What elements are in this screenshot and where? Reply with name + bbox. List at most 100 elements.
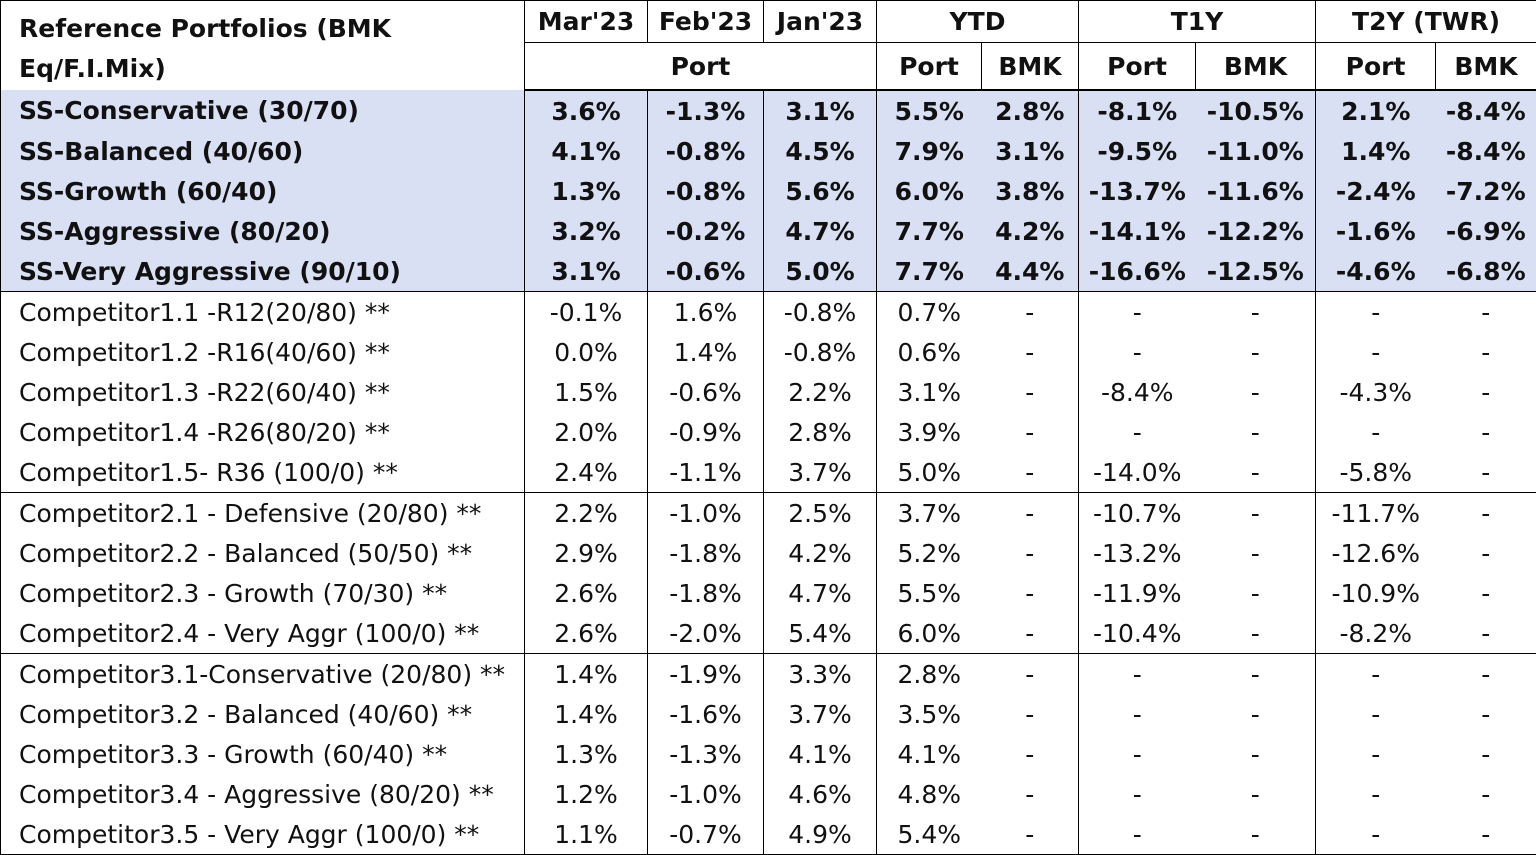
value-cell: 4.6% [764,774,877,814]
value-cell: 3.6% [525,90,648,131]
value-cell: 2.9% [525,533,648,573]
value-cell: - [1196,573,1316,613]
value-cell: 4.8% [877,774,982,814]
header-t1y-bmk: BMK [1196,43,1316,91]
value-cell: - [1196,694,1316,734]
value-cell: 1.3% [525,734,648,774]
value-cell: -8.4% [1079,372,1196,412]
value-cell: - [982,412,1079,452]
value-cell: - [1196,814,1316,855]
value-cell: -4.6% [1316,251,1436,292]
value-cell: 1.4% [1316,131,1436,171]
value-cell: - [982,452,1079,493]
value-cell: - [1436,372,1536,412]
portfolio-name: Competitor1.2 -R16(40/60) ** [1,332,525,372]
value-cell: 4.7% [764,573,877,613]
portfolio-name: SS-Balanced (40/60) [1,131,525,171]
value-cell: - [1079,332,1196,372]
value-cell: - [1079,292,1196,333]
value-cell: -4.3% [1316,372,1436,412]
value-cell: -1.1% [648,452,764,493]
value-cell: - [1316,694,1436,734]
value-cell: - [1436,493,1536,534]
portfolio-name: Competitor2.4 - Very Aggr (100/0) ** [1,613,525,654]
value-cell: - [1436,734,1536,774]
table-row: Competitor2.3 - Growth (70/30) ** 2.6% -… [1,573,1536,613]
portfolio-name: Competitor2.3 - Growth (70/30) ** [1,573,525,613]
value-cell: -1.3% [648,734,764,774]
table-row: Competitor1.4 -R26(80/20) ** 2.0% -0.9% … [1,412,1536,452]
value-cell: - [982,694,1079,734]
portfolio-name: SS-Very Aggressive (90/10) [1,251,525,292]
value-cell: - [982,573,1079,613]
value-cell: -11.6% [1196,171,1316,211]
value-cell: -1.3% [648,90,764,131]
header-t2y-port: Port [1316,43,1436,91]
header-t2y-bmk: BMK [1436,43,1536,91]
value-cell: 7.7% [877,251,982,292]
value-cell: -16.6% [1079,251,1196,292]
value-cell: 6.0% [877,613,982,654]
value-cell: - [982,814,1079,855]
portfolio-name: Competitor3.3 - Growth (60/40) ** [1,734,525,774]
table-row: Competitor3.4 - Aggressive (80/20) ** 1.… [1,774,1536,814]
table-row: SS-Aggressive (80/20) 3.2% -0.2% 4.7% 7.… [1,211,1536,251]
value-cell: 5.2% [877,533,982,573]
value-cell: - [1196,332,1316,372]
table-title: Reference Portfolios (BMK Eq/F.I.Mix) [1,1,525,91]
table-row: Competitor3.1-Conservative (20/80) ** 1.… [1,654,1536,695]
portfolio-name: Competitor3.1-Conservative (20/80) ** [1,654,525,695]
portfolio-name: Competitor1.3 -R22(60/40) ** [1,372,525,412]
value-cell: - [982,372,1079,412]
table-row: Competitor2.1 - Defensive (20/80) ** 2.2… [1,493,1536,534]
value-cell: -13.2% [1079,533,1196,573]
value-cell: 3.9% [877,412,982,452]
value-cell: - [1196,372,1316,412]
value-cell: - [1079,412,1196,452]
value-cell: - [1316,734,1436,774]
value-cell: 5.5% [877,90,982,131]
value-cell: -8.4% [1436,90,1536,131]
value-cell: 2.4% [525,452,648,493]
value-cell: 0.7% [877,292,982,333]
value-cell: - [982,654,1079,695]
table-body: SS-Conservative (30/70) 3.6% -1.3% 3.1% … [1,90,1536,855]
value-cell: - [1436,814,1536,855]
value-cell: 4.4% [982,251,1079,292]
value-cell: -10.9% [1316,573,1436,613]
table-row: SS-Growth (60/40) 1.3% -0.8% 5.6% 6.0% 3… [1,171,1536,211]
value-cell: - [1436,533,1536,573]
portfolio-name: Competitor3.4 - Aggressive (80/20) ** [1,774,525,814]
value-cell: 0.6% [877,332,982,372]
value-cell: -1.0% [648,493,764,534]
value-cell: - [1196,774,1316,814]
value-cell: 1.6% [648,292,764,333]
value-cell: -1.0% [648,774,764,814]
value-cell: -0.1% [525,292,648,333]
value-cell: 3.8% [982,171,1079,211]
value-cell: - [1436,774,1536,814]
value-cell: - [982,493,1079,534]
value-cell: - [1079,654,1196,695]
value-cell: - [1196,734,1316,774]
value-cell: 2.8% [764,412,877,452]
value-cell: - [1196,613,1316,654]
header-t1y: T1Y [1079,1,1316,43]
portfolio-name: Competitor2.1 - Defensive (20/80) ** [1,493,525,534]
portfolio-name: SS-Growth (60/40) [1,171,525,211]
value-cell: -0.2% [648,211,764,251]
value-cell: -0.8% [648,131,764,171]
portfolio-name: SS-Aggressive (80/20) [1,211,525,251]
portfolio-name: Competitor3.5 - Very Aggr (100/0) ** [1,814,525,855]
value-cell: - [982,292,1079,333]
value-cell: - [982,533,1079,573]
table-row: Competitor1.2 -R16(40/60) ** 0.0% 1.4% -… [1,332,1536,372]
value-cell: -5.8% [1316,452,1436,493]
value-cell: 4.2% [982,211,1079,251]
value-cell: 5.4% [764,613,877,654]
value-cell: - [1079,814,1196,855]
value-cell: -1.6% [1316,211,1436,251]
table-row: SS-Conservative (30/70) 3.6% -1.3% 3.1% … [1,90,1536,131]
value-cell: 4.1% [877,734,982,774]
value-cell: -0.7% [648,814,764,855]
